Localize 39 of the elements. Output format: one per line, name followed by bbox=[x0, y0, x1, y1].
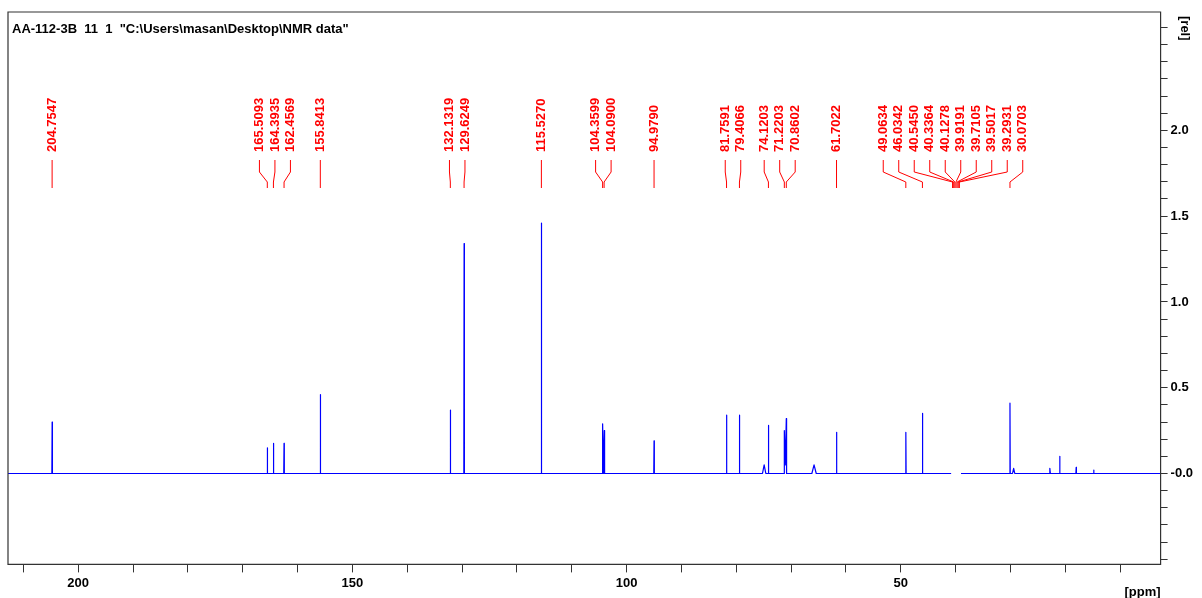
annotation: 30.0703 bbox=[1014, 105, 1030, 152]
y-tick-label: 2.0 bbox=[1170, 121, 1189, 137]
y-tick-label: 1.0 bbox=[1170, 293, 1189, 309]
text: AA-112-3B 11 1 "C:\Users\masan\Desktop\NMR data" bbox=[12, 20, 349, 36]
annotation: 70.8602 bbox=[786, 105, 802, 152]
annotation: 155.8413 bbox=[311, 97, 327, 152]
annotation: 49.0634 bbox=[874, 104, 890, 152]
annotation: 204.7547 bbox=[43, 97, 59, 152]
annotation: 115.5270 bbox=[532, 98, 548, 152]
annotation: 39.9191 bbox=[952, 105, 968, 152]
annotation: 39.2931 bbox=[998, 105, 1014, 152]
x-tick-label: 150 bbox=[341, 574, 364, 590]
annotation: 94.9790 bbox=[645, 105, 661, 152]
annotation: 40.1278 bbox=[936, 105, 952, 152]
y-axis-title: [rel] bbox=[1178, 16, 1194, 41]
annotation: 104.3599 bbox=[587, 97, 603, 152]
annotation: 40.3364 bbox=[921, 104, 937, 152]
annotation: 39.7105 bbox=[967, 105, 983, 152]
y-tick-label: -0.0 bbox=[1170, 465, 1194, 481]
annotation: 162.4569 bbox=[282, 97, 298, 152]
annotation: 71.2203 bbox=[771, 105, 787, 152]
x-tick-label: 50 bbox=[893, 574, 908, 590]
annotation: 61.7022 bbox=[828, 105, 844, 152]
annotation: 46.0342 bbox=[890, 105, 906, 152]
y-tick-label: 1.5 bbox=[1170, 207, 1189, 223]
y-tick-label: 0.5 bbox=[1170, 379, 1189, 395]
annotation: 132.1319 bbox=[441, 97, 457, 152]
annotation: 164.3935 bbox=[266, 97, 282, 152]
annotation: 39.5017 bbox=[983, 105, 999, 152]
x-axis-title: [ppm] bbox=[1124, 583, 1161, 598]
annotation: 81.7591 bbox=[716, 105, 732, 152]
annotation: 165.5093 bbox=[251, 97, 267, 152]
x-tick-label: 100 bbox=[615, 574, 638, 590]
annotation: 40.5450 bbox=[905, 105, 921, 152]
x-tick-label: 200 bbox=[67, 574, 90, 590]
annotation: 79.4066 bbox=[732, 105, 748, 152]
annotation: 74.1203 bbox=[755, 105, 771, 152]
annotation: 129.6249 bbox=[456, 97, 472, 152]
annotation: 104.0900 bbox=[602, 97, 618, 152]
